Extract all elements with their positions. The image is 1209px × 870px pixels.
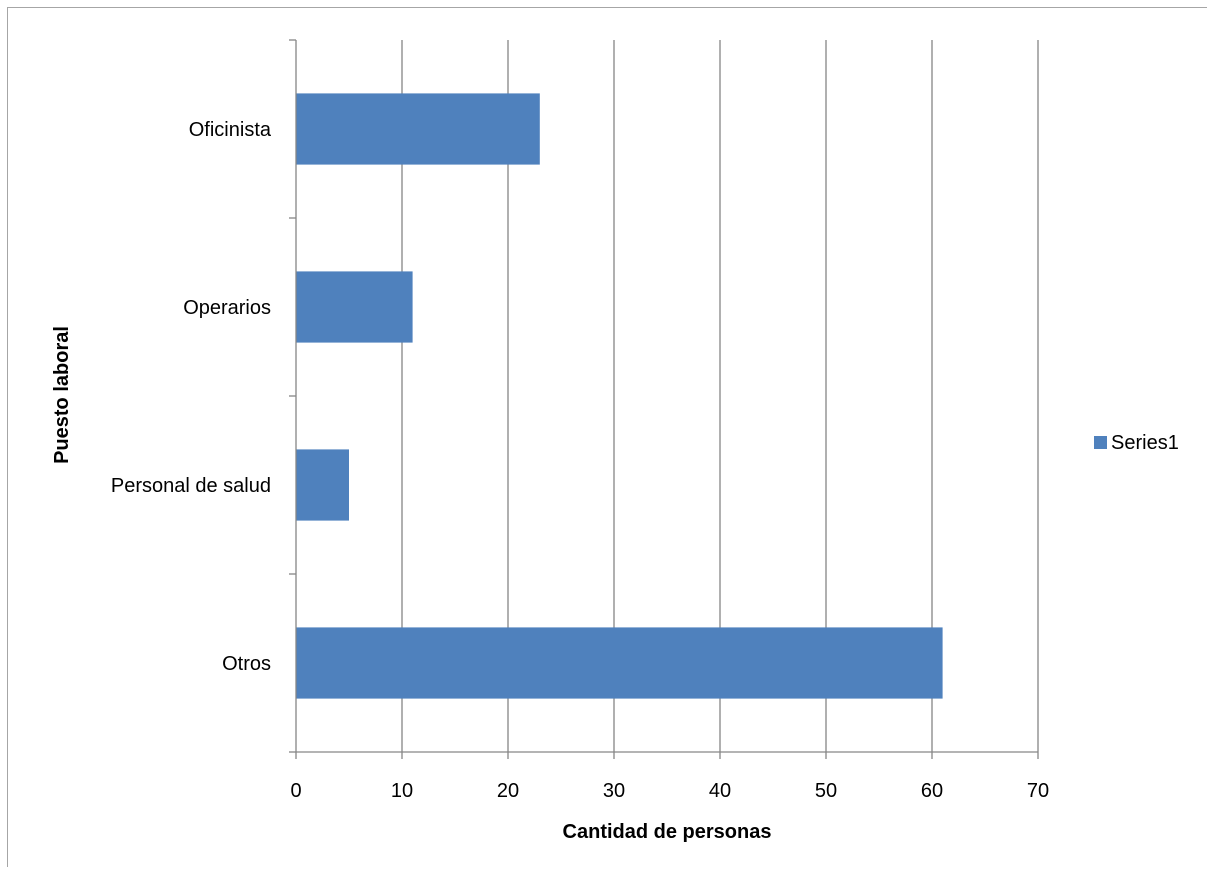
x-tick-label-10: 10 <box>391 780 413 802</box>
bar-otros <box>296 627 943 699</box>
bar-operarios <box>296 271 413 343</box>
y-axis-title: Puesto laboral <box>51 326 73 464</box>
y-category-labels: Oficinista Operarios Personal de salud Otro… <box>111 119 272 675</box>
category-label-otros: Otros <box>222 653 271 675</box>
bar-personal-de-salud <box>296 449 349 521</box>
legend-swatch-series1 <box>1094 436 1107 449</box>
chart-frame <box>7 7 1207 867</box>
category-label-operarios: Operarios <box>183 297 271 319</box>
x-tick-label-20: 20 <box>497 780 519 802</box>
x-tick-label-70: 70 <box>1027 780 1049 802</box>
x-tick-label-40: 40 <box>709 780 731 802</box>
bar-oficinista <box>296 93 540 165</box>
x-tick-label-0: 0 <box>290 780 301 802</box>
legend: Series1 <box>1094 432 1179 454</box>
x-tick-labels: 0 10 20 30 40 50 60 70 <box>290 780 1049 802</box>
category-label-personal-de-salud: Personal de salud <box>111 475 271 497</box>
bars <box>296 93 943 699</box>
x-tick-label-60: 60 <box>921 780 943 802</box>
x-axis-title: Cantidad de personas <box>563 821 772 843</box>
axes <box>289 39 1039 759</box>
x-tick-label-30: 30 <box>603 780 625 802</box>
x-tick-label-50: 50 <box>815 780 837 802</box>
legend-label-series1: Series1 <box>1111 432 1179 454</box>
category-label-oficinista: Oficinista <box>189 119 272 141</box>
